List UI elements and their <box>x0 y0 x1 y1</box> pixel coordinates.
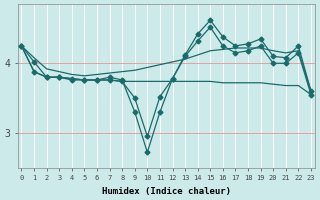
X-axis label: Humidex (Indice chaleur): Humidex (Indice chaleur) <box>102 187 231 196</box>
